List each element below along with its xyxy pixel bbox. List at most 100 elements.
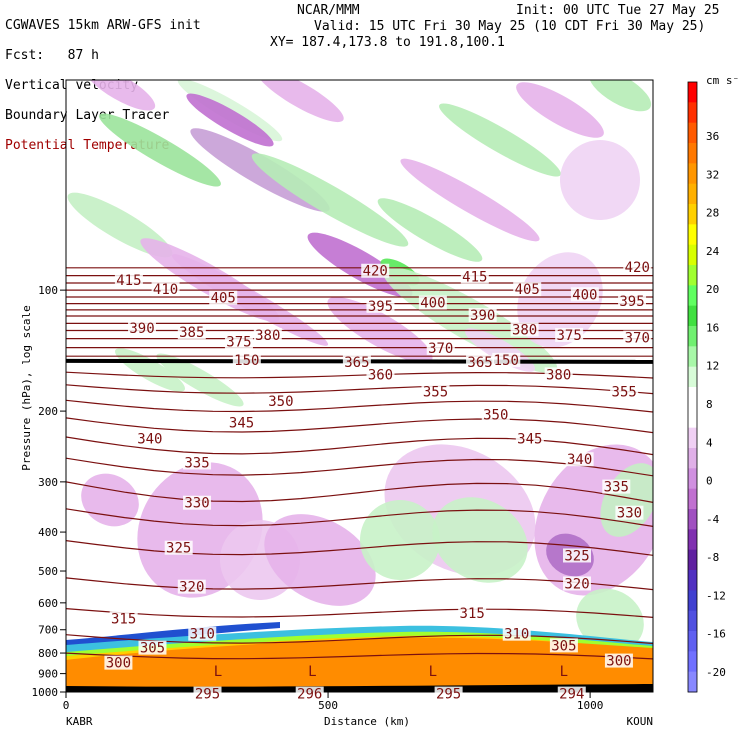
y-tick-label: 800 — [38, 647, 58, 660]
colorbar-cell — [688, 509, 697, 530]
contour-label-bg — [460, 269, 489, 284]
contour-label-bg — [434, 686, 463, 701]
colorbar-cell — [688, 631, 697, 652]
colorbar-cell — [688, 387, 697, 408]
contour-label-bg — [458, 606, 487, 621]
velocity-blob — [576, 588, 644, 652]
contour-label: 150 — [494, 353, 519, 369]
colorbar-tick-label: -16 — [706, 628, 726, 641]
axes: 100 200 300 400 500 600 700 800 900 1000 0 500 1000 — [32, 284, 604, 712]
contour-label-bg — [177, 579, 206, 594]
contour-label: 405 — [211, 291, 236, 307]
colorbar-tick-label: -12 — [706, 589, 726, 602]
colorbar-cell — [688, 326, 697, 347]
contour-label: 310 — [190, 627, 215, 643]
colorbar-cell — [688, 305, 697, 327]
colorbar-cell — [688, 427, 697, 449]
velocity-blob — [256, 80, 344, 123]
init-time: Init: 00 UTC Tue 27 May 25 — [516, 3, 720, 18]
contour-label-bg — [623, 259, 652, 274]
x-endpoint-left: KABR — [66, 715, 93, 728]
valid-time: Valid: 15 UTC Fri 30 May 25 (10 CDT Fri … — [314, 19, 706, 34]
contour-label: 300 — [106, 656, 131, 672]
velocity-blob — [360, 500, 440, 580]
contour-label: 355 — [612, 385, 637, 401]
contour-label: 380 — [255, 328, 280, 344]
contour-label: 300 — [606, 654, 631, 670]
velocity-blob — [84, 80, 156, 111]
contour-label: 380 — [546, 367, 571, 383]
contour-label: 340 — [567, 452, 592, 468]
contour-label: 385 — [179, 325, 204, 341]
contour-label-bg — [342, 355, 371, 370]
contour-label: 330 — [184, 496, 209, 512]
contour-label-bg — [565, 452, 594, 467]
y-axis-label: Pressure (hPa), log scale — [20, 305, 33, 471]
contour-label-bg — [224, 334, 253, 349]
y-tick-label: 400 — [38, 526, 58, 539]
contour-label: 150 — [234, 353, 259, 369]
velocity-blob — [377, 198, 483, 262]
y-tick-label: 900 — [38, 668, 58, 681]
contour-label: 320 — [564, 576, 589, 592]
contour-label-bg — [295, 686, 324, 701]
colorbar-cell — [688, 143, 697, 164]
colorbar-cell — [688, 163, 697, 185]
y-tick-label: 1000 — [32, 686, 59, 699]
contour-label-bg — [177, 325, 206, 340]
model-title: CGWAVES 15km ARW-GFS init — [5, 18, 201, 33]
contour-label: 380 — [512, 322, 537, 338]
contour-label: 345 — [229, 416, 254, 432]
colorbar-cell — [688, 488, 697, 510]
low-marker: L — [214, 664, 222, 680]
contour-label: 315 — [460, 606, 485, 622]
y-tick-label: 200 — [38, 405, 58, 418]
contour-label-bg — [266, 394, 295, 409]
contour-label-bg — [466, 355, 495, 370]
colorbar-cell — [688, 122, 697, 144]
colorbar-tick-label: 0 — [706, 475, 713, 488]
colorbar-cell — [688, 590, 697, 612]
x-tick-label: 1000 — [577, 699, 604, 712]
contour-label: 375 — [226, 335, 251, 351]
velocity-blob — [432, 497, 528, 583]
contour-label-bg — [421, 384, 450, 399]
contour-label: 335 — [184, 455, 209, 471]
colorbar-cell — [688, 529, 697, 551]
velocity-blob — [400, 158, 540, 242]
y-tick-label: 500 — [38, 565, 58, 578]
contour-label: 296 — [297, 687, 322, 703]
contour-label: 420 — [363, 264, 388, 280]
contour-label-bg — [183, 495, 212, 510]
contour-label-bg — [492, 352, 521, 367]
contour-label: 415 — [462, 269, 487, 285]
contour-label-bg — [227, 415, 256, 430]
org-label: NCAR/MMM — [297, 3, 360, 18]
contour-label: 365 — [344, 355, 369, 371]
contour-label: 350 — [483, 407, 508, 423]
contour-label: 390 — [470, 308, 495, 324]
contour-label: 315 — [111, 611, 136, 627]
colorbar-cell — [688, 265, 697, 286]
contour-label: 295 — [195, 687, 220, 703]
contour-label-bg — [563, 548, 592, 563]
cross-section-endpoints: XY= 187.4,173.8 to 191.8,100.1 — [270, 35, 505, 50]
contour-label: 325 — [564, 548, 589, 564]
contour-label-bg — [610, 384, 639, 399]
colorbar-cell — [688, 448, 697, 469]
contour-label: 320 — [179, 580, 204, 596]
colorbar-cell — [688, 407, 697, 429]
contour-label-bg — [510, 322, 539, 337]
contour-label: 395 — [619, 294, 644, 310]
colorbar-tick-label: -8 — [706, 551, 719, 564]
contour-label: 330 — [617, 506, 642, 522]
colorbar-cell — [688, 183, 697, 205]
contour-label-bg — [515, 431, 544, 446]
contour-label-bg — [209, 290, 238, 305]
velocity-blob — [307, 232, 413, 298]
velocity-blob — [560, 140, 640, 220]
forecast-hour: Fcst: 87 h — [5, 48, 99, 63]
contour-label-bg — [164, 540, 193, 555]
colorbar-cell — [688, 468, 697, 490]
contour-label: 294 — [559, 687, 584, 703]
